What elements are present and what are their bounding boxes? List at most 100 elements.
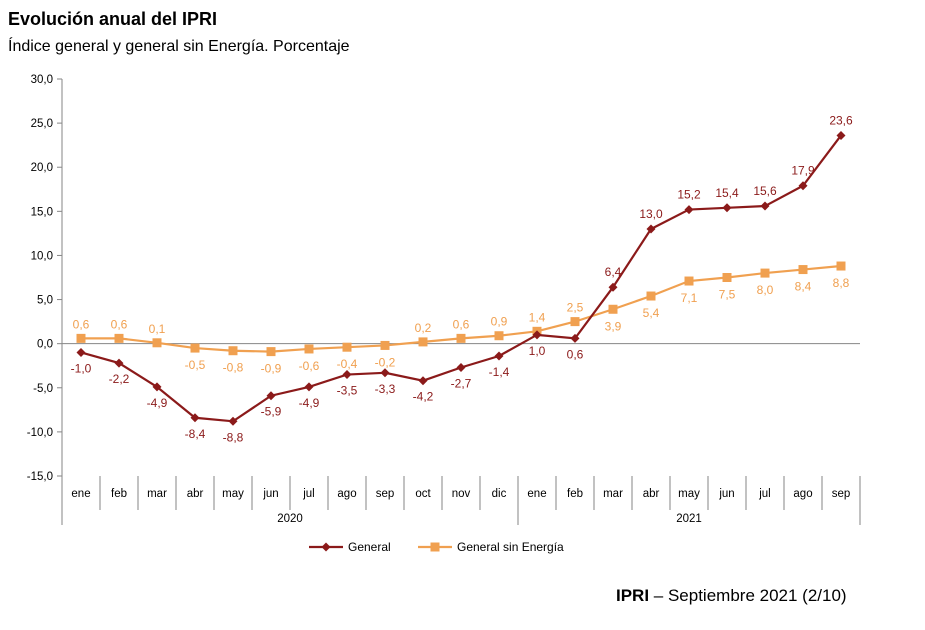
x-tick-label: mar xyxy=(603,488,623,500)
data-point-sin-energia xyxy=(304,344,314,354)
data-label-general: -8,8 xyxy=(223,430,244,444)
year-group-label: 2021 xyxy=(676,513,702,525)
data-point-sin-energia xyxy=(836,261,846,271)
x-tick-label: dic xyxy=(492,488,507,500)
y-tick-label: 20,0 xyxy=(31,162,53,174)
data-point-general xyxy=(798,181,808,191)
data-label-sin-energia: 5,4 xyxy=(643,306,660,320)
data-point-sin-energia xyxy=(266,347,276,357)
data-label-sin-energia: 7,5 xyxy=(719,288,736,302)
data-label-sin-energia: 0,1 xyxy=(149,322,166,336)
data-point-sin-energia xyxy=(456,333,466,343)
data-point-sin-energia xyxy=(152,338,162,348)
chart-data-labels: -1,0 -2,2 -4,9 -8,4 -8,8 -5,9 -4,9 -3,5 -3,3 -4,2… xyxy=(71,113,853,444)
data-label-general: 15,6 xyxy=(753,184,777,198)
data-label-sin-energia: -0,9 xyxy=(261,362,282,376)
legend-marker-general xyxy=(321,542,331,552)
data-point-general xyxy=(380,368,390,378)
data-point-general xyxy=(152,382,162,392)
chart-axes: -15,0 -10,0 -5,0 0,0 5,0 10,0 15,0 20,0 25,0 30,0… xyxy=(27,74,861,525)
y-tick-label: -15,0 xyxy=(27,471,53,483)
data-label-sin-energia: 1,4 xyxy=(529,310,546,324)
y-tick-label: 30,0 xyxy=(31,74,53,86)
x-tick-label: jun xyxy=(718,488,734,500)
data-point-sin-energia xyxy=(760,268,770,278)
data-label-general: -2,2 xyxy=(109,372,130,386)
x-tick-label: feb xyxy=(567,488,583,500)
data-label-general: 17,9 xyxy=(791,164,815,178)
data-point-sin-energia xyxy=(114,333,124,343)
data-label-sin-energia: -0,4 xyxy=(337,357,358,371)
data-point-general xyxy=(760,201,770,211)
x-tick-label: oct xyxy=(415,488,431,500)
x-tick-label: feb xyxy=(111,488,127,500)
data-label-general: -3,3 xyxy=(375,382,396,396)
data-label-sin-energia: -0,8 xyxy=(223,361,244,375)
data-label-general: 15,4 xyxy=(715,186,739,200)
data-point-general xyxy=(76,347,86,357)
x-tick-label: sep xyxy=(832,488,851,500)
data-point-general xyxy=(266,391,276,401)
data-point-sin-energia xyxy=(190,343,200,353)
data-label-general: -1,0 xyxy=(71,361,92,375)
data-label-general: 0,6 xyxy=(567,347,584,361)
data-point-sin-energia xyxy=(722,273,732,282)
footer-bold: IPRI xyxy=(616,586,650,605)
data-point-general xyxy=(532,330,542,340)
legend-marker-sin-energia xyxy=(430,542,440,552)
data-point-sin-energia xyxy=(608,304,618,314)
data-point-general xyxy=(646,224,656,234)
data-point-sin-energia xyxy=(342,342,352,352)
y-tick-label: 25,0 xyxy=(31,118,53,130)
data-label-sin-energia: 7,1 xyxy=(681,291,698,305)
x-tick-label: abr xyxy=(643,488,660,500)
data-label-sin-energia: 0,6 xyxy=(453,317,470,331)
data-label-general: -3,5 xyxy=(337,384,358,398)
data-label-sin-energia: 0,6 xyxy=(111,317,128,331)
chart-subtitle: Índice general y general sin Energía. Po… xyxy=(8,38,350,55)
year-group-label: 2020 xyxy=(277,513,303,525)
page-footer: IPRI – Septiembre 2021 (2/10) xyxy=(616,586,847,606)
data-point-sin-energia xyxy=(418,337,428,347)
data-point-general xyxy=(190,413,200,423)
data-point-general xyxy=(342,370,352,380)
data-label-sin-energia: -0,2 xyxy=(375,355,396,369)
data-point-sin-energia xyxy=(798,265,808,275)
data-point-general xyxy=(684,205,694,215)
y-tick-label: 5,0 xyxy=(37,295,53,307)
data-point-sin-energia xyxy=(380,340,390,350)
x-tick-label: ago xyxy=(793,488,812,500)
data-label-general: -1,4 xyxy=(489,365,510,379)
chart-title: Evolución anual del IPRI xyxy=(8,9,218,29)
data-point-general xyxy=(456,362,466,372)
data-point-sin-energia xyxy=(76,333,86,343)
data-point-general xyxy=(570,333,580,343)
x-tick-label: ene xyxy=(71,488,90,500)
data-label-general: -8,4 xyxy=(185,427,206,441)
data-point-general xyxy=(836,130,846,140)
data-label-sin-energia: 8,8 xyxy=(833,276,850,290)
data-point-general xyxy=(114,358,124,368)
data-point-sin-energia xyxy=(228,346,238,356)
data-point-general xyxy=(304,382,314,392)
data-label-sin-energia: 8,4 xyxy=(795,280,812,294)
legend-label-general: General xyxy=(348,540,391,554)
data-label-general: -4,2 xyxy=(413,390,434,404)
y-tick-label: -10,0 xyxy=(27,427,53,439)
x-tick-label: jul xyxy=(302,488,315,500)
legend-label-sin-energia: General sin Energía xyxy=(457,540,564,554)
data-label-general: -4,9 xyxy=(147,396,168,410)
footer-text: – Septiembre 2021 (2/10) xyxy=(649,586,847,605)
data-point-general xyxy=(722,203,732,213)
x-tick-label: sep xyxy=(376,488,395,500)
x-tick-label: abr xyxy=(187,488,204,500)
data-point-sin-energia xyxy=(494,331,504,341)
data-point-sin-energia xyxy=(684,276,694,286)
chart-legend: General General sin Energía xyxy=(309,540,564,554)
data-label-general: 15,2 xyxy=(677,188,701,202)
x-tick-label: jul xyxy=(758,488,771,500)
data-label-sin-energia: 0,2 xyxy=(415,321,432,335)
data-label-sin-energia: -0,5 xyxy=(185,358,206,372)
data-label-sin-energia: 0,9 xyxy=(491,315,508,329)
y-tick-label: 10,0 xyxy=(31,250,53,262)
